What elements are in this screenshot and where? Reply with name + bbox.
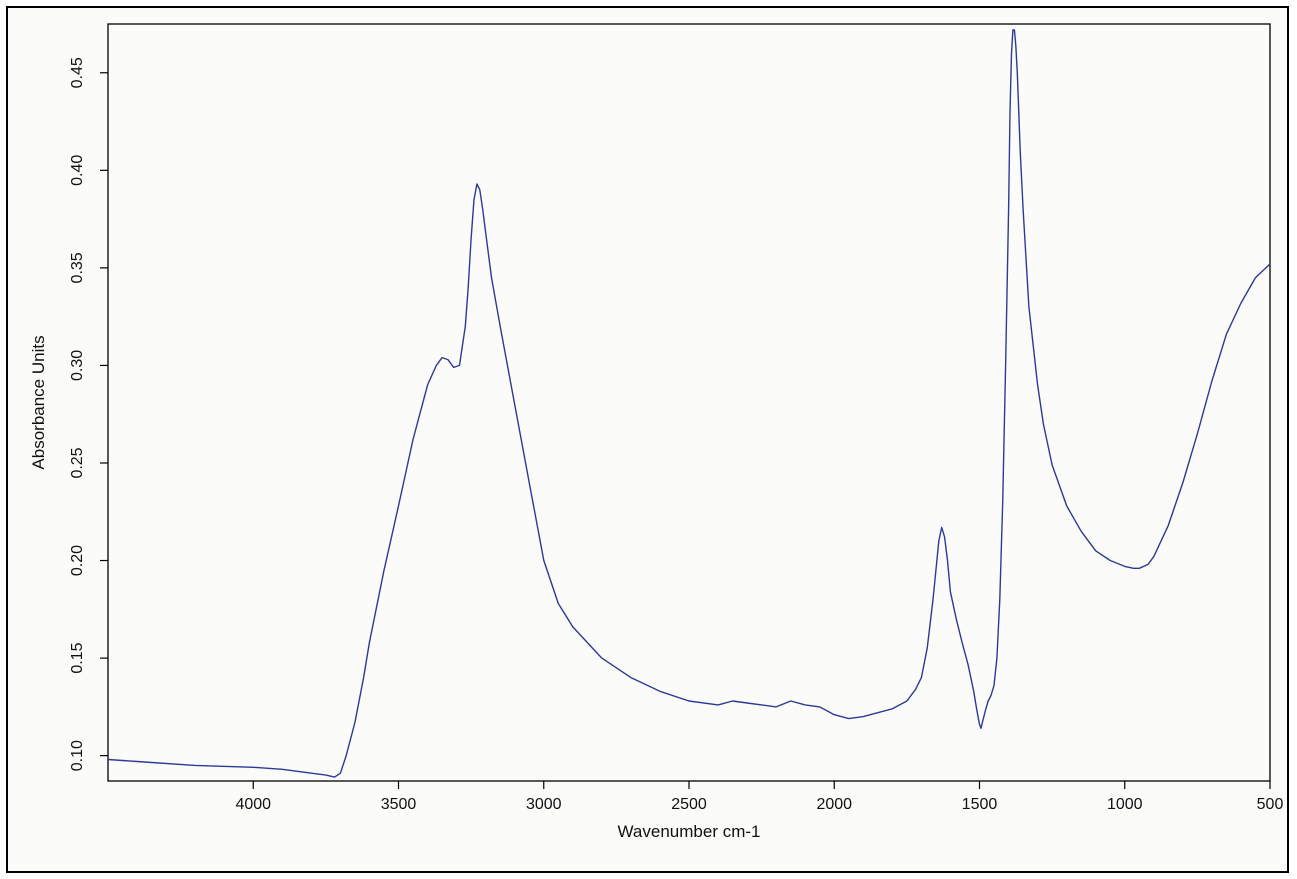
y-tick-label: 0.15 [69, 642, 86, 673]
y-tick-label: 0.20 [69, 545, 86, 576]
x-tick-label: 1500 [962, 796, 998, 813]
y-tick-label: 0.35 [69, 252, 86, 283]
y-axis-label: Absorbance Units [29, 335, 48, 469]
y-tick-label: 0.45 [69, 57, 86, 88]
y-tick-label: 0.25 [69, 447, 86, 478]
x-tick-label: 3000 [526, 796, 562, 813]
y-tick-label: 0.40 [69, 155, 86, 186]
spectrum-line-0 [107, 29, 1271, 778]
x-tick-label: 2500 [671, 796, 707, 813]
x-tick-label: 500 [1257, 796, 1284, 813]
x-tick-label: 4000 [235, 796, 271, 813]
y-tick-label: 0.30 [69, 350, 86, 381]
x-tick-label: 2000 [816, 796, 852, 813]
spectrum-chart: 4000 3500 3000 2500 2000 1500 1000 500 0.10 0.15… [29, 23, 1284, 841]
plot-area-border [107, 23, 1271, 782]
x-tick-label: 1000 [1107, 796, 1143, 813]
y-tick-label: 0.10 [69, 740, 86, 771]
x-tick-label: 3500 [381, 796, 417, 813]
chart-frame: 4000 3500 3000 2500 2000 1500 1000 500 0.10 0.15… [6, 6, 1289, 873]
x-axis-label: Wavenumber cm-1 [618, 822, 761, 841]
